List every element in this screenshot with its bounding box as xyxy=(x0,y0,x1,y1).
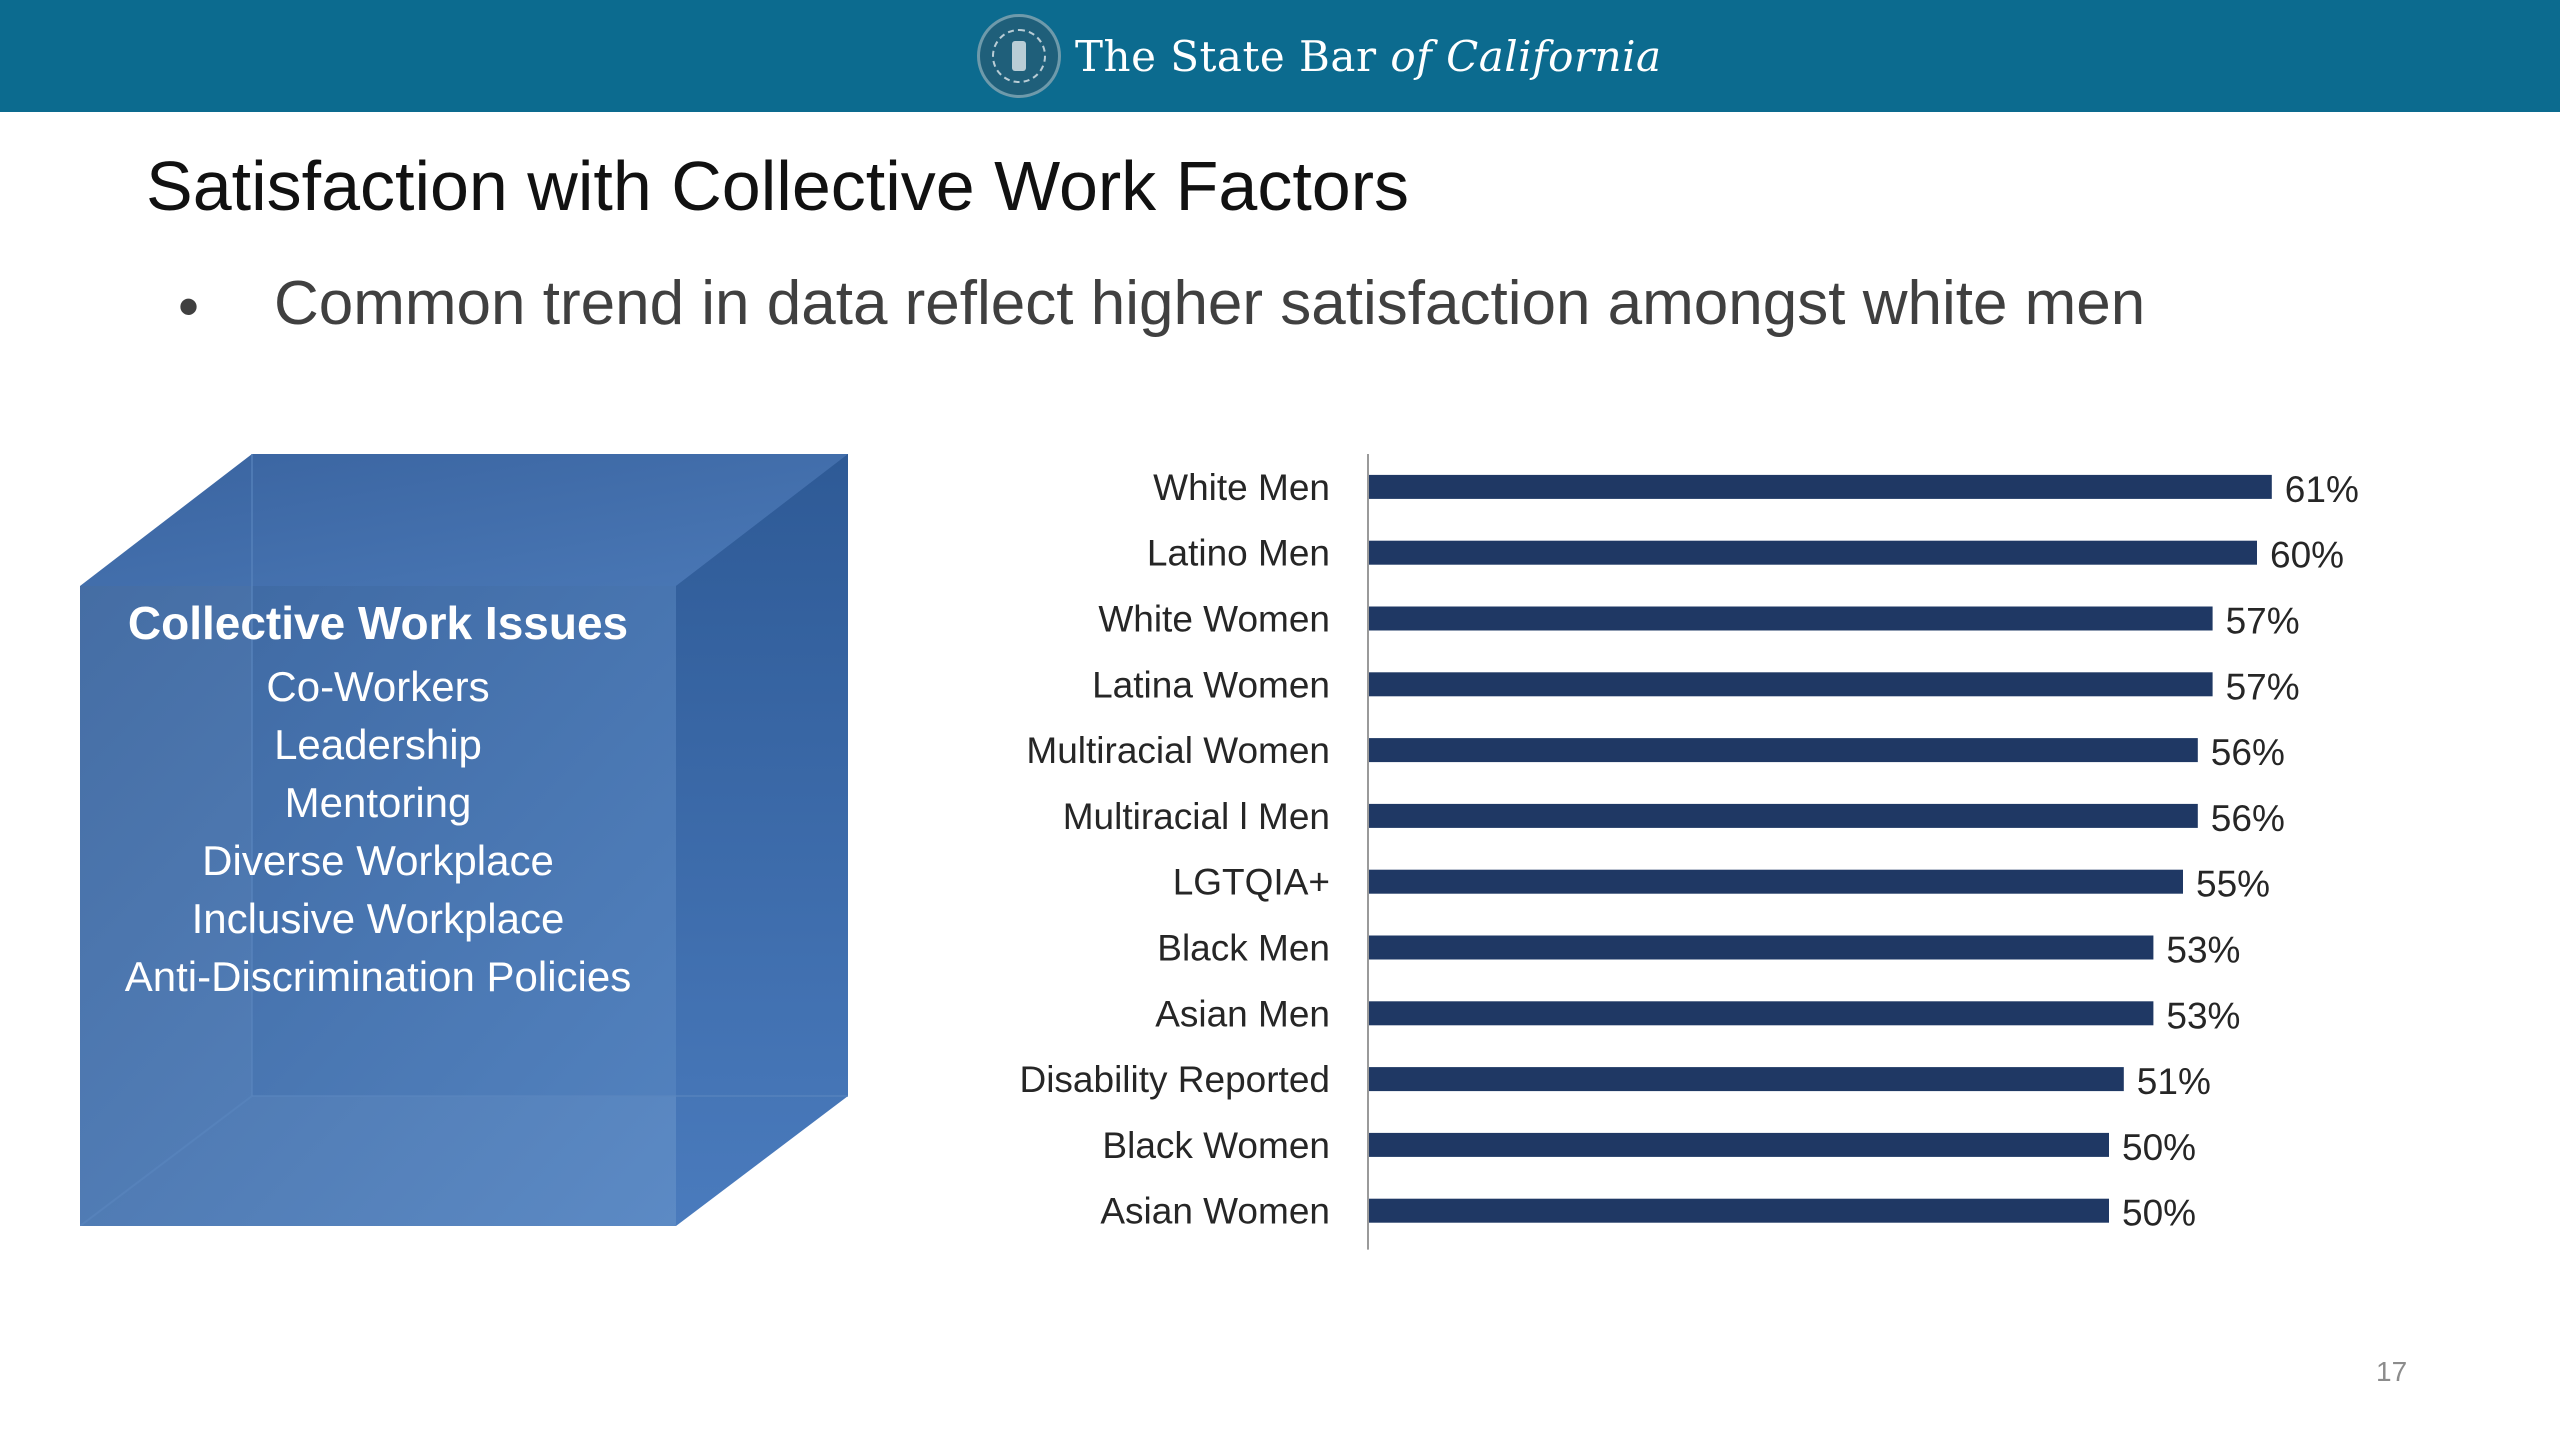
cube-top-face xyxy=(80,454,848,586)
cube-heading: Collective Work Issues xyxy=(127,597,629,649)
state-bar-logo: The State Bar of California xyxy=(977,10,1662,102)
slide-title: Satisfaction with Collective Work Factor… xyxy=(146,147,1410,225)
state-bar-seal-icon xyxy=(977,14,1061,98)
value-label: 57% xyxy=(2226,601,2300,642)
category-label: White Women xyxy=(1098,599,1330,640)
header-bar: The State Bar of California xyxy=(0,0,2560,112)
value-label: 55% xyxy=(2196,864,2270,905)
bar xyxy=(1369,738,2198,763)
cube-item: Diverse Workplace xyxy=(202,837,554,884)
cube-side-face xyxy=(676,454,848,1226)
cube-item: Anti-Discrimination Policies xyxy=(124,953,632,1000)
bullet-text: Common trend in data reflect higher sati… xyxy=(274,269,2146,338)
cube-item: Leadership xyxy=(274,721,482,768)
category-label: Asian Women xyxy=(1100,1191,1330,1232)
category-label: Black Women xyxy=(1102,1125,1330,1166)
cube-text: Collective Work Issues Co-Workers Leader… xyxy=(80,588,676,1006)
cube-item: Inclusive Workplace xyxy=(191,895,565,942)
category-label: Black Men xyxy=(1157,928,1330,969)
category-label: Disability Reported xyxy=(1019,1059,1330,1100)
value-label: 50% xyxy=(2122,1193,2196,1234)
category-label: Latina Women xyxy=(1092,664,1330,705)
category-label: Multiracial Women xyxy=(1026,730,1330,771)
value-label: 53% xyxy=(2166,995,2240,1036)
bar xyxy=(1369,1132,2109,1157)
bar xyxy=(1369,474,2272,499)
bullet-dot: • xyxy=(178,273,200,340)
cube-inner-edge xyxy=(80,1095,253,1226)
value-label: 60% xyxy=(2270,535,2344,576)
value-label: 56% xyxy=(2211,732,2285,773)
value-label: 50% xyxy=(2122,1127,2196,1168)
value-label: 61% xyxy=(2285,469,2359,510)
page-number: 17 xyxy=(2376,1356,2408,1387)
value-label: 57% xyxy=(2226,666,2300,707)
bar xyxy=(1369,935,2154,960)
bar xyxy=(1369,606,2213,631)
value-label: 56% xyxy=(2211,798,2285,839)
brand-name-italic: of California xyxy=(1390,31,1662,81)
category-label: White Men xyxy=(1153,467,1330,508)
brand-name: The State Bar of California xyxy=(1075,32,1662,81)
bar xyxy=(1369,803,2198,828)
bar xyxy=(1369,1001,2154,1026)
bar xyxy=(1369,1067,2124,1092)
value-label: 51% xyxy=(2137,1061,2211,1102)
category-label: Latino Men xyxy=(1147,533,1330,574)
satisfaction-bar-chart: White Men 61% Latino Men 60% White Women 57% L… xyxy=(1019,454,2359,1250)
category-label: Multiracial l Men xyxy=(1063,796,1330,837)
bar xyxy=(1369,672,2213,697)
bar xyxy=(1369,869,2183,894)
value-label: 53% xyxy=(2166,930,2240,971)
cube-front-face xyxy=(80,586,676,1226)
bar xyxy=(1369,1198,2109,1223)
brand-name-main: The State Bar xyxy=(1075,31,1391,81)
category-label: LGTQIA+ xyxy=(1173,862,1330,903)
bar xyxy=(1369,540,2257,565)
collective-work-cube xyxy=(80,454,848,1226)
cube-item: Co-Workers xyxy=(266,663,490,710)
category-label: Asian Men xyxy=(1155,993,1330,1034)
cube-item: Mentoring xyxy=(284,779,472,826)
